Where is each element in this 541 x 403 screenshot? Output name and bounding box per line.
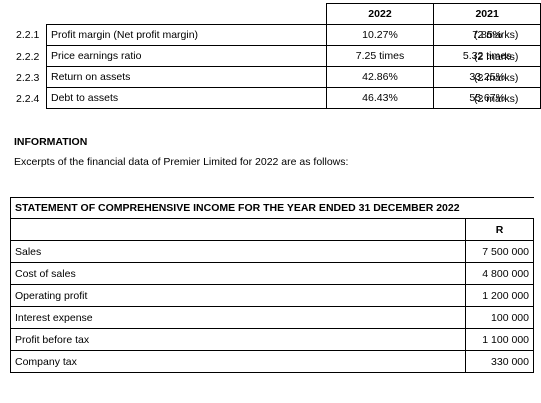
statement-title: STATEMENT OF COMPREHENSIVE INCOME FOR TH… xyxy=(10,197,534,219)
marks-label: (2 marks) xyxy=(474,93,519,105)
statement-amount: 330 000 xyxy=(465,350,534,373)
ratios-table: 2022 2021 Profit margin (Net profit marg… xyxy=(46,3,541,109)
statement-header-blank xyxy=(10,218,466,241)
statement-label: Profit before tax xyxy=(10,328,466,351)
statement-title-row: STATEMENT OF COMPREHENSIVE INCOME FOR TH… xyxy=(10,197,534,219)
ratio-value-2022: 7.25 times xyxy=(325,45,435,67)
ratio-value-2022: 10.27% xyxy=(325,24,435,46)
statement-header-row: R xyxy=(10,218,534,241)
statement-amount: 1 100 000 xyxy=(465,328,534,351)
currency-header: R xyxy=(465,218,534,241)
statement-label: Operating profit xyxy=(10,284,466,307)
ratio-label: Return on assets xyxy=(46,66,327,88)
ratios-header-row: 2022 2021 xyxy=(46,3,541,25)
ratio-value-2021: 55.67% xyxy=(433,87,541,109)
ratio-label: Price earnings ratio xyxy=(46,45,327,67)
question-number: 2.2.3 xyxy=(16,72,40,84)
table-row: Company tax 330 000 xyxy=(10,350,534,373)
ratios-header-2022: 2022 xyxy=(325,3,435,25)
question-number: 2.2.4 xyxy=(16,93,40,105)
statement-label: Cost of sales xyxy=(10,262,466,285)
table-row: Sales 7 500 000 xyxy=(10,240,534,263)
table-row: Profit before tax 1 100 000 xyxy=(10,328,534,351)
statement-amount: 1 200 000 xyxy=(465,284,534,307)
question-number: 2.2.1 xyxy=(16,29,40,41)
information-text: Excerpts of the financial data of Premie… xyxy=(14,156,349,168)
marks-label: (2 marks) xyxy=(474,51,519,63)
table-row: Profit margin (Net profit margin) 10.27%… xyxy=(46,24,541,46)
table-row: Debt to assets 46.43% 55.67% xyxy=(46,87,541,109)
statement-label: Sales xyxy=(10,240,466,263)
table-row: Price earnings ratio 7.25 times 5.32 tim… xyxy=(46,45,541,67)
table-row: Cost of sales 4 800 000 xyxy=(10,262,534,285)
statement-label: Interest expense xyxy=(10,306,466,329)
table-row: Return on assets 42.86% 33.25% xyxy=(46,66,541,88)
ratios-header-2021: 2021 xyxy=(433,3,541,25)
statement-amount: 100 000 xyxy=(465,306,534,329)
ratio-label: Debt to assets xyxy=(46,87,327,109)
ratios-header-blank xyxy=(46,3,327,25)
statement-amount: 4 800 000 xyxy=(465,262,534,285)
question-number: 2.2.2 xyxy=(16,51,40,63)
statement-amount: 7 500 000 xyxy=(465,240,534,263)
income-statement-table: STATEMENT OF COMPREHENSIVE INCOME FOR TH… xyxy=(10,197,534,373)
information-heading: INFORMATION xyxy=(14,136,88,148)
ratio-value-2022: 46.43% xyxy=(325,87,435,109)
table-row: Operating profit 1 200 000 xyxy=(10,284,534,307)
ratio-value-2022: 42.86% xyxy=(325,66,435,88)
marks-label: (2 marks) xyxy=(474,72,519,84)
table-row: Interest expense 100 000 xyxy=(10,306,534,329)
statement-label: Company tax xyxy=(10,350,466,373)
marks-label: (2 marks) xyxy=(474,29,519,41)
ratio-label: Profit margin (Net profit margin) xyxy=(46,24,327,46)
